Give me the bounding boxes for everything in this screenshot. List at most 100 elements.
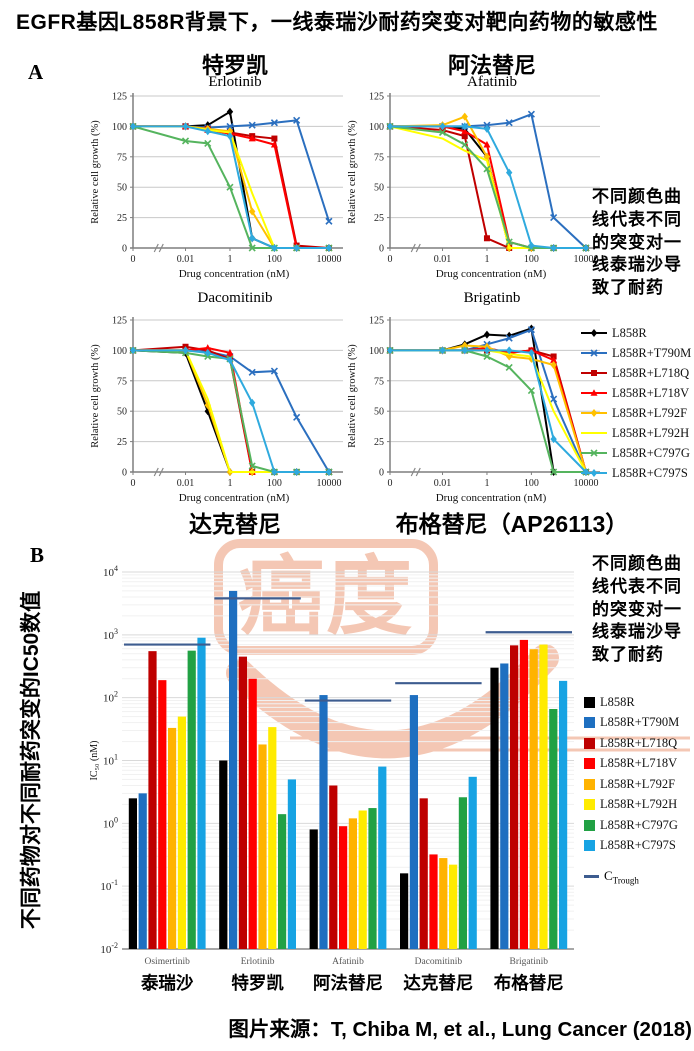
bar bbox=[329, 785, 338, 949]
bar bbox=[268, 727, 277, 949]
y-axis-label: Relative cell growth (%) bbox=[347, 344, 358, 448]
y-tick-label: 50 bbox=[374, 183, 384, 194]
chart-title-en-erlotinib: Erlotinib bbox=[208, 74, 262, 90]
y-tick-label: 50 bbox=[117, 183, 127, 194]
bar-series-L858R+C797G bbox=[187, 650, 558, 949]
x-tick-label: 100 bbox=[267, 478, 282, 489]
chart-title-en-afatinib: Afatinib bbox=[467, 74, 517, 90]
legend-square-swatch bbox=[584, 778, 595, 790]
gridlines bbox=[122, 571, 574, 931]
legend-label: L858R+L718Q bbox=[600, 735, 678, 750]
series-L858R+C797S bbox=[386, 122, 590, 252]
y-tick-label: 101 bbox=[103, 753, 118, 768]
y-tick-label: 25 bbox=[117, 437, 127, 448]
y-tick-label: 125 bbox=[112, 92, 127, 103]
bar bbox=[339, 826, 348, 949]
x-tick-label: 100 bbox=[267, 254, 282, 265]
legend-item: L858R+L792F bbox=[580, 403, 691, 423]
legend-line-swatch bbox=[581, 432, 607, 434]
y-tick-label: 75 bbox=[374, 152, 384, 163]
x-tick-label: 0 bbox=[131, 254, 136, 265]
afatinib-dose-response-chart: 0 25 50 75 100 125 0 0.01 1 100 10000 Drug concentr… bbox=[347, 92, 600, 280]
x-axis-label: Drug concentration (nM) bbox=[179, 268, 290, 280]
series-L858R+C797S bbox=[129, 346, 333, 476]
x-tick-label: 100 bbox=[524, 478, 539, 489]
chart-label-cn-brigatinib: 布格替尼（AP26113） bbox=[395, 511, 629, 537]
y-tick-label: 100 bbox=[103, 815, 118, 830]
x-axis-label: Drug concentration (nM) bbox=[436, 268, 547, 280]
bar bbox=[219, 760, 228, 949]
gridlines bbox=[390, 319, 600, 443]
legend-label: L858R+C797S bbox=[612, 465, 688, 480]
x-tick-label: 1 bbox=[484, 478, 489, 489]
bar bbox=[419, 798, 428, 949]
x-tick-label: 1 bbox=[227, 478, 232, 489]
legend-item: L858R+L718V bbox=[580, 383, 691, 403]
y-tick-label: 103 bbox=[103, 627, 118, 642]
legend-label: L858R+T790M bbox=[612, 345, 692, 360]
bar bbox=[378, 766, 387, 949]
x-tick-label: 10000 bbox=[316, 254, 341, 265]
y-tick-label: 25 bbox=[374, 213, 384, 224]
legend-item: L858R+L718V bbox=[584, 754, 679, 775]
bar bbox=[468, 776, 477, 949]
bars bbox=[128, 590, 568, 949]
x-tick-label: 1 bbox=[227, 254, 232, 265]
legend-square-swatch bbox=[584, 717, 595, 729]
legend-item: L858R+L792F bbox=[584, 774, 679, 795]
category-label-en: Afatinib bbox=[332, 956, 364, 967]
legend-line-swatch bbox=[581, 469, 607, 477]
y-axis-label: Relative cell growth (%) bbox=[90, 120, 101, 224]
legend-item: L858R+C797S bbox=[584, 836, 679, 857]
category-label-en: Erlotinib bbox=[241, 957, 275, 967]
y-axis-label: Relative cell growth (%) bbox=[90, 344, 101, 448]
x-tick-label: 100 bbox=[524, 254, 539, 265]
legend-label: L858R+L718Q bbox=[612, 365, 690, 380]
legend-line-swatch bbox=[581, 349, 607, 357]
y-tick-label: 10-1 bbox=[100, 878, 118, 893]
legend-item: L858R+L792H bbox=[584, 795, 679, 816]
chart-title-cn-erlotinib: 特罗凯 bbox=[201, 53, 268, 78]
bar bbox=[529, 649, 538, 949]
legend-label: L858R+C797G bbox=[600, 817, 678, 832]
bar bbox=[519, 639, 528, 949]
legend-label: L858R+L792F bbox=[612, 405, 688, 420]
panel-b-label: B bbox=[30, 543, 45, 567]
y-tick-label: 102 bbox=[103, 690, 118, 705]
x-tick-label: 10000 bbox=[573, 478, 598, 489]
bar bbox=[258, 744, 267, 949]
legend-line-swatch bbox=[581, 389, 607, 396]
brigatinib-dose-response-chart: 0 25 50 75 100 125 0 0.01 1 100 10000 Drug concentr… bbox=[347, 316, 600, 504]
bar bbox=[248, 678, 257, 949]
panel-b-legend: L858R L858R+T790M L858R+L718Q L858R+L718V L8… bbox=[584, 692, 679, 886]
panel-a-legend: L858R L858R+T790M L858R+L718Q L858R+L718V L8… bbox=[580, 323, 691, 483]
x-tick-label: 0.01 bbox=[177, 254, 195, 265]
bar bbox=[238, 656, 247, 949]
legend-label: L858R+L792H bbox=[600, 797, 678, 812]
dacomitinib-dose-response-chart: 0 25 50 75 100 125 0 0.01 1 100 10000 Drug concentr… bbox=[90, 316, 343, 504]
bar bbox=[439, 858, 448, 949]
bar bbox=[287, 779, 296, 949]
bar bbox=[368, 808, 377, 949]
legend-square-swatch bbox=[584, 819, 595, 831]
bar bbox=[400, 873, 409, 949]
bar bbox=[348, 818, 357, 949]
y-tick-label: 125 bbox=[369, 92, 384, 103]
y-tick-label: 100 bbox=[112, 122, 127, 133]
panel-b-legend-items: L858R L858R+T790M L858R+L718Q L858R+L718V L8… bbox=[584, 692, 679, 856]
category-label-en: Brigatinib bbox=[510, 957, 549, 967]
erlotinib-dose-response-chart: 0 25 50 75 100 125 0 0.01 1 100 10000 Drug concentr… bbox=[90, 92, 343, 280]
legend-label: L858R+L792H bbox=[612, 425, 690, 440]
ctrough-lines bbox=[124, 597, 572, 702]
ctrough-legend-item: CTrough bbox=[584, 868, 679, 886]
bar bbox=[510, 645, 519, 949]
source-caption: 图片来源：T, Chiba M, et al., Lung Cancer (20… bbox=[228, 1018, 692, 1041]
side-note-a: 不同颜色曲线代表不同的突变对一线泰瑞沙导致了耐药 bbox=[592, 187, 682, 298]
bar bbox=[500, 663, 509, 949]
x-tick-label: 0 bbox=[388, 478, 393, 489]
legend-item: L858R bbox=[580, 323, 691, 343]
legend-item: L858R+C797G bbox=[584, 815, 679, 836]
category-label-cn: 达克替尼 bbox=[403, 973, 473, 993]
bar bbox=[168, 727, 177, 949]
